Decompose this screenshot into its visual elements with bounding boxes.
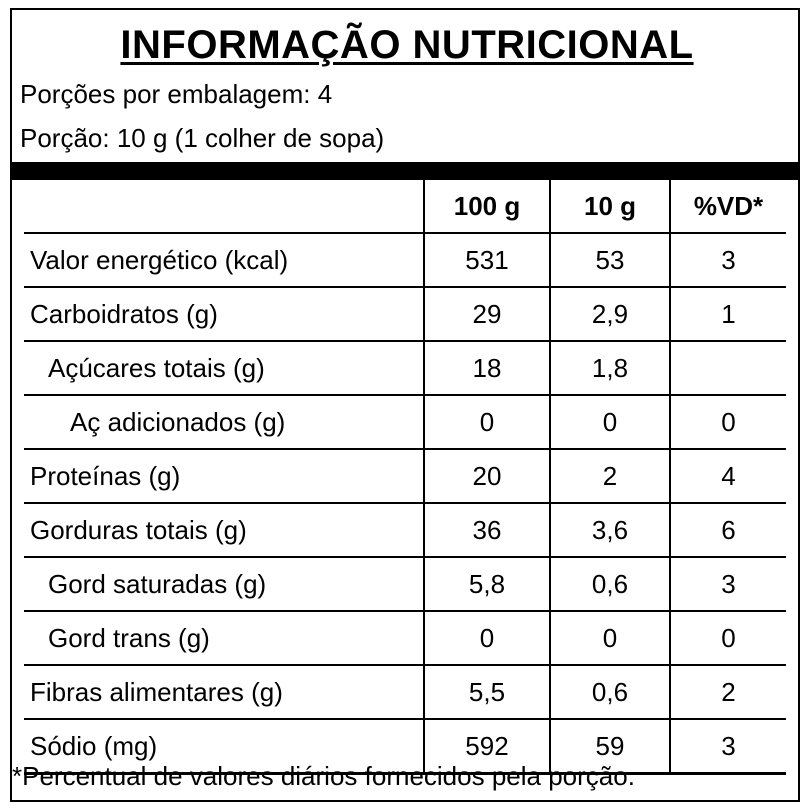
value-per-100g: 29 (423, 286, 551, 342)
table-header-row: 100 g 10 g %VD* (24, 180, 786, 234)
nutrient-name: Açúcares totais (g) (24, 340, 425, 396)
value-per-100g: 531 (423, 232, 551, 288)
value-per-serving: 0,6 (549, 556, 671, 612)
value-per-serving: 53 (549, 232, 671, 288)
value-per-100g: 5,5 (423, 664, 551, 720)
nutrient-name: Gord trans (g) (24, 610, 425, 666)
value-daily-percent: 6 (669, 502, 786, 558)
table-row: Açúcares totais (g) 18 1,8 (24, 340, 786, 396)
value-daily-percent: 2 (669, 664, 786, 720)
servings-per-package: Porções por embalagem: 4 (20, 79, 333, 109)
nutrient-name: Valor energético (kcal) (24, 232, 425, 288)
header-per-100g: 100 g (423, 180, 551, 234)
nutrient-name: Proteínas (g) (24, 448, 425, 504)
header-nutrient (24, 180, 425, 234)
nutrition-table: 100 g 10 g %VD* Valor energético (kcal) … (24, 180, 786, 775)
value-daily-percent (669, 340, 786, 396)
value-daily-percent: 3 (669, 232, 786, 288)
table-row: Sódio (mg) 592 59 3 (24, 718, 786, 775)
table-row: Aç adicionados (g) 0 0 0 (24, 394, 786, 450)
value-per-serving: 2,9 (549, 286, 671, 342)
table-row: Gord saturadas (g) 5,8 0,6 3 (24, 556, 786, 612)
footnote: *Percentual de valores diários fornecido… (12, 761, 635, 791)
divider-bar (12, 162, 798, 180)
value-daily-percent: 0 (669, 394, 786, 450)
value-per-100g: 36 (423, 502, 551, 558)
value-per-serving: 0 (549, 610, 671, 666)
nutrient-name: Sódio (mg) (24, 718, 425, 775)
value-per-100g: 0 (423, 610, 551, 666)
value-daily-percent: 4 (669, 448, 786, 504)
value-per-serving: 1,8 (549, 340, 671, 396)
label-title: INFORMAÇÃO NUTRICIONAL (120, 23, 694, 67)
nutrient-name: Fibras alimentares (g) (24, 664, 425, 720)
table-row: Proteínas (g) 20 2 4 (24, 448, 786, 504)
table-row: Gord trans (g) 0 0 0 (24, 610, 786, 666)
table-row: Valor energético (kcal) 531 53 3 (24, 232, 786, 288)
value-per-100g: 5,8 (423, 556, 551, 612)
value-per-serving: 3,6 (549, 502, 671, 558)
value-per-100g: 0 (423, 394, 551, 450)
value-daily-percent: 1 (669, 286, 786, 342)
nutrient-name: Aç adicionados (g) (24, 394, 425, 450)
nutrient-name: Carboidratos (g) (24, 286, 425, 342)
table-row: Gorduras totais (g) 36 3,6 6 (24, 502, 786, 558)
value-daily-percent: 3 (669, 556, 786, 612)
nutrient-name: Gorduras totais (g) (24, 502, 425, 558)
value-per-serving: 0 (549, 394, 671, 450)
value-per-serving: 2 (549, 448, 671, 504)
value-daily-percent: 0 (669, 610, 786, 666)
table-row: Fibras alimentares (g) 5,5 0,6 2 (24, 664, 786, 720)
serving-size: Porção: 10 g (1 colher de sopa) (20, 123, 385, 153)
value-per-100g: 20 (423, 448, 551, 504)
header-daily-value: %VD* (669, 180, 786, 234)
value-per-100g: 18 (423, 340, 551, 396)
header-per-serving: 10 g (549, 180, 671, 234)
nutrient-name: Gord saturadas (g) (24, 556, 425, 612)
value-per-serving: 59 (549, 718, 671, 775)
value-daily-percent: 3 (669, 718, 786, 775)
table-row: Carboidratos (g) 29 2,9 1 (24, 286, 786, 342)
value-per-100g: 592 (423, 718, 551, 775)
nutrition-facts-label: INFORMAÇÃO NUTRICIONAL Porções por embal… (10, 8, 800, 802)
value-per-serving: 0,6 (549, 664, 671, 720)
